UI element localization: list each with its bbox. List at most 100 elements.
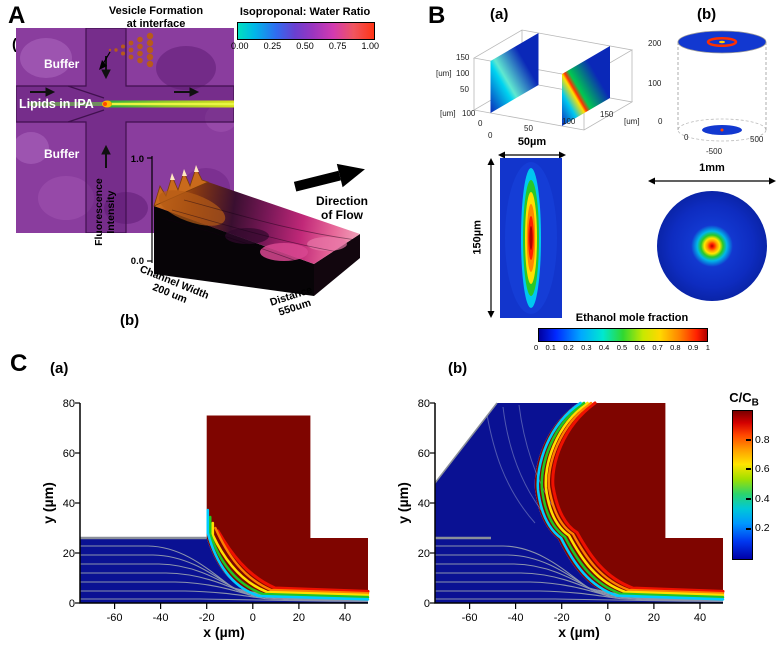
surface-side-face	[314, 234, 360, 296]
intensity-axis-label: Fluorescence Intensity	[93, 157, 117, 267]
x-axis-label: x (µm)	[558, 624, 600, 640]
slice-width-label: 50µm	[517, 136, 547, 148]
svg-text:0: 0	[69, 598, 75, 610]
svg-text:200: 200	[648, 39, 662, 48]
direction-of-flow-label: Direction of Flow	[300, 194, 384, 223]
svg-text:-60: -60	[107, 612, 123, 624]
concentration-slice-right	[562, 46, 610, 126]
concentration-colorbar	[732, 410, 753, 560]
svg-text:0: 0	[605, 612, 611, 624]
concentration-colorbar-title: C/CB	[724, 390, 764, 409]
width-double-arrow-icon	[498, 151, 566, 159]
surface-front-face	[154, 206, 314, 296]
junction-dot	[103, 102, 107, 106]
panel-c-sub-a-label: (a)	[50, 360, 69, 377]
svg-text:100: 100	[462, 109, 476, 118]
cbar-tickmark	[746, 439, 751, 441]
eth-tick: 0.5	[616, 343, 628, 352]
cbar-tick-06: 0.6	[755, 463, 770, 475]
ipa-tick: 0.50	[296, 41, 314, 51]
y-axis-label: y (µm)	[395, 482, 411, 524]
svg-text:-60: -60	[462, 612, 478, 624]
box-axis-ticks: 150 [um] 100 50 [um] 100 0 0 50 100 150 …	[436, 53, 640, 140]
diffuse-interface	[206, 508, 370, 601]
buffer-top-label: Buffer	[44, 57, 80, 71]
eth-tick: 0.8	[670, 343, 681, 352]
slice-heatmap	[500, 158, 562, 318]
lipids-inlet-label: Lipids in IPA	[19, 97, 94, 111]
svg-text:60: 60	[63, 448, 75, 460]
cbar-tickmark	[746, 468, 751, 470]
ipa-tick: 0.25	[263, 41, 282, 51]
svg-text:40: 40	[63, 498, 75, 510]
svg-text:40: 40	[694, 612, 706, 624]
panel-c-sub-b-label: (b)	[448, 360, 468, 377]
svg-text:20: 20	[63, 548, 75, 560]
svg-text:-500: -500	[706, 147, 723, 156]
eth-tick: 0.3	[581, 343, 592, 352]
y-tick-labels: 80 60 40 20 0	[418, 398, 430, 610]
cbar-tickmark	[746, 528, 751, 530]
vesicle-inset-line2: at interface	[126, 17, 186, 30]
cbar-tick-08: 0.8	[755, 434, 770, 446]
svg-text:20: 20	[293, 612, 305, 624]
svg-text:40: 40	[418, 498, 430, 510]
direction-line1: Direction	[315, 194, 368, 208]
svg-text:150: 150	[456, 53, 470, 62]
intensity-min-tick: 0.0	[131, 256, 144, 267]
low-concentration-region	[435, 403, 723, 603]
cbar-tick-02: 0.2	[755, 522, 770, 534]
intensity-max-tick: 1.0	[131, 154, 144, 165]
ipa-tick: 1.00	[361, 41, 379, 51]
capillary-3d-plot: 200 100 0 0 -500 500	[648, 30, 767, 156]
simulation-plot-b: 80 60 40 20 0 -60 -40 -20 0 20 40 x (µm)…	[395, 398, 725, 640]
eth-tick: 0.1	[545, 343, 556, 352]
vesicle-inset-title: Vesicle Formation at interface	[88, 5, 224, 30]
panel-a-label: A	[8, 2, 26, 29]
surface-contours	[161, 199, 357, 267]
eth-tick: 0.2	[563, 343, 574, 352]
svg-text:[um]: [um]	[440, 109, 456, 118]
disk-diameter-label: 1mm	[699, 162, 725, 174]
eth-tick: 0.7	[652, 343, 663, 352]
tick-marks	[75, 402, 346, 609]
eth-tick: 0.4	[598, 343, 610, 352]
svg-text:-40: -40	[153, 612, 169, 624]
ipa-tick: 0.75	[328, 41, 347, 51]
svg-text:20: 20	[418, 548, 430, 560]
ethanol-colorbar-title: Ethanol mole fraction	[575, 312, 689, 324]
y-tick-labels: 80 60 40 20 0	[63, 398, 75, 610]
panel-b-sub-b-label: (b)	[697, 6, 717, 23]
svg-text:-20: -20	[199, 612, 215, 624]
focused-layer	[80, 538, 368, 603]
flow-arrow-icons	[30, 56, 200, 168]
fluorescence-surface-plot: 1.0 0.0	[131, 154, 360, 296]
intensity-axis-line2: Intensity	[105, 190, 117, 234]
ipa-colorbar-title: Isoproponal: Water Ratio	[239, 6, 371, 18]
ethanol-colorbar	[538, 328, 708, 342]
direction-of-flow-arrow-icon	[293, 163, 365, 192]
panel-a-sub-b-label: (b)	[120, 312, 140, 329]
svg-text:500: 500	[750, 135, 764, 144]
panel-b-label: B	[428, 2, 446, 29]
x-tick-labels: -60 -40 -20 0 20 40	[107, 612, 351, 624]
eth-tick: 1	[705, 343, 710, 352]
svg-text:0: 0	[478, 119, 483, 128]
eth-tick: 0.9	[687, 343, 699, 352]
capillary-cross-section-heatmap	[657, 191, 767, 301]
cbar-tickmark	[746, 498, 751, 500]
direction-line2: of Flow	[321, 208, 363, 223]
buffer-bottom-label: Buffer	[44, 147, 80, 161]
svg-text:[um]: [um]	[436, 69, 452, 78]
ipa-colorbar	[237, 22, 375, 40]
channel-cross	[16, 28, 234, 233]
simulation-plot-a: 80 60 40 20 0 -60 -40 -20 0 20 40 x (µm)…	[40, 398, 370, 640]
diagonal-wall	[434, 402, 498, 484]
svg-text:40: 40	[339, 612, 351, 624]
intensity-axis-line1: Fluorescence	[92, 178, 105, 246]
y-axis-label: y (µm)	[40, 482, 56, 524]
panel-b-sub-a-label: (a)	[490, 6, 509, 23]
svg-text:100: 100	[562, 117, 576, 126]
svg-text:[um]: [um]	[624, 117, 640, 126]
